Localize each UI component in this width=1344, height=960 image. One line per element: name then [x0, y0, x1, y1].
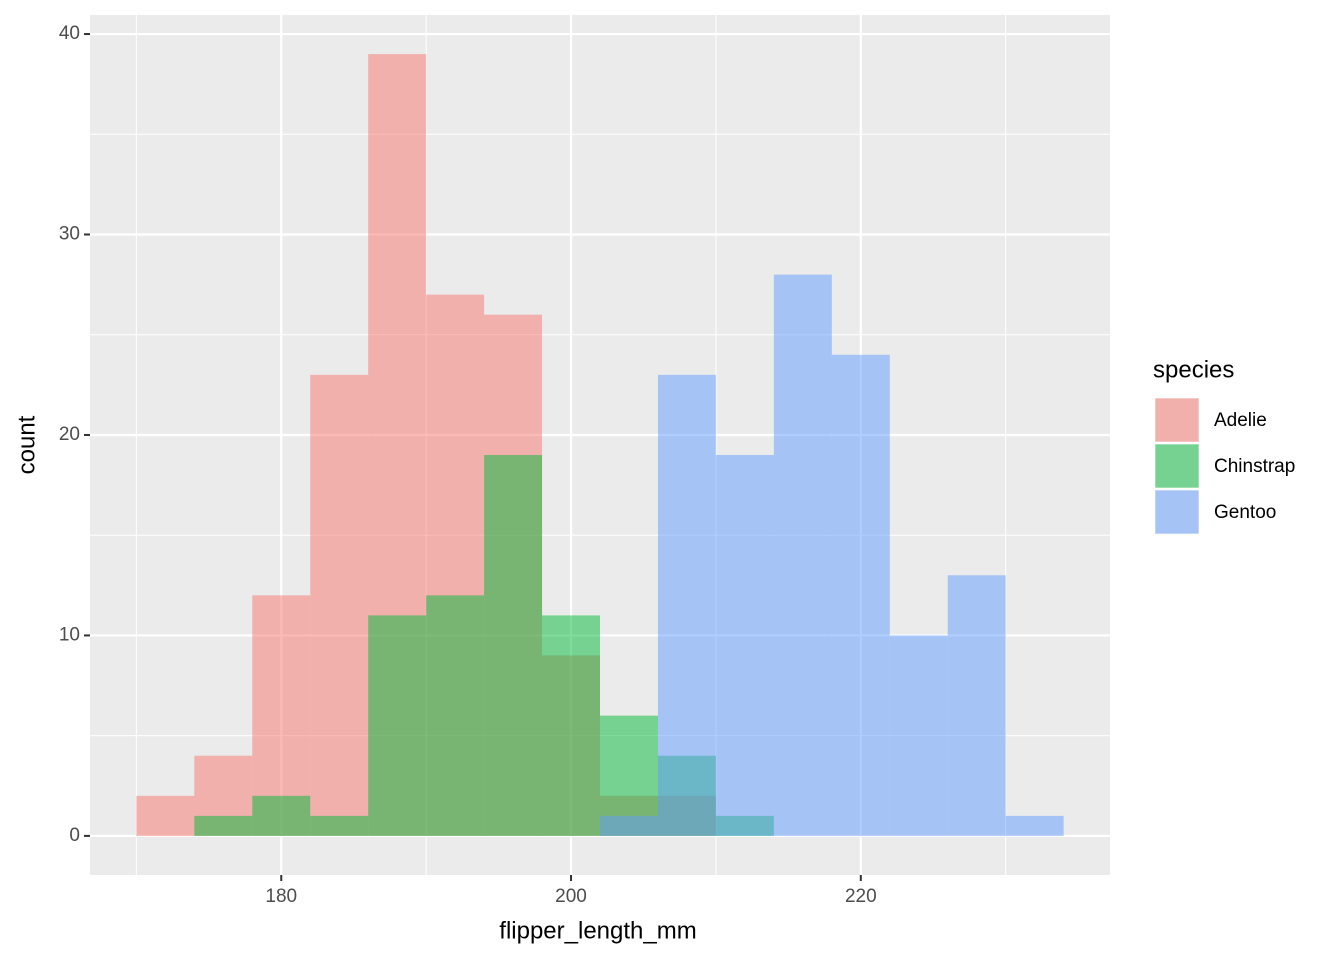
bar [368, 615, 427, 836]
y-tick-label: 10 [59, 624, 80, 645]
bar [889, 635, 948, 836]
bar [310, 815, 369, 836]
x-tick-label: 180 [265, 886, 297, 907]
y-tick-label: 0 [69, 825, 80, 846]
bar [194, 815, 253, 836]
legend-label: Gentoo [1214, 502, 1276, 523]
y-tick-label: 40 [59, 23, 80, 44]
legend-key [1154, 397, 1200, 443]
legend-label: Adelie [1214, 410, 1267, 431]
bar [600, 815, 658, 836]
bar [831, 354, 890, 836]
bar [426, 595, 485, 836]
bar [136, 795, 195, 836]
bar [715, 455, 774, 836]
y-tick-label: 30 [59, 224, 80, 245]
bar [1005, 815, 1064, 836]
bar [773, 274, 832, 836]
bar [657, 374, 716, 836]
bar [947, 575, 1006, 836]
bar [252, 795, 311, 836]
legend-label: Chinstrap [1214, 456, 1295, 477]
x-tick-label: 200 [555, 886, 587, 907]
bar [542, 615, 600, 836]
legend-title: species [1153, 356, 1234, 383]
x-tick-label: 220 [845, 886, 877, 907]
legend-key [1154, 489, 1200, 535]
x-axis-title: flipper_length_mm [499, 917, 696, 944]
bar [484, 455, 543, 836]
y-axis-title: count [13, 415, 40, 474]
legend-key [1154, 443, 1200, 489]
y-tick-label: 20 [59, 424, 80, 445]
bar [310, 374, 369, 836]
